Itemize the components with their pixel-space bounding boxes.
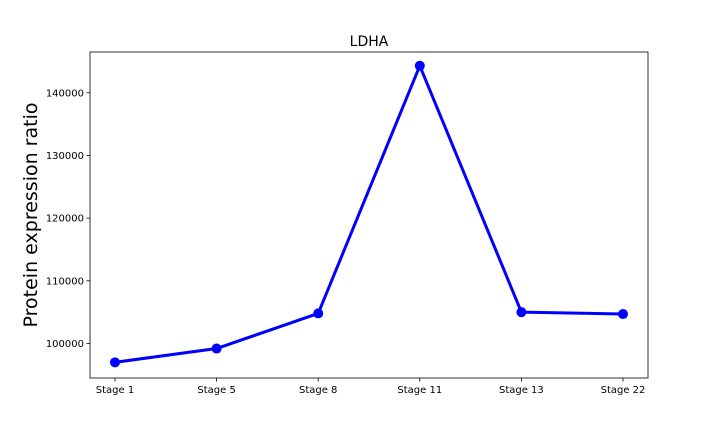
data-point xyxy=(516,307,527,318)
x-tick-label: Stage 1 xyxy=(96,385,134,396)
series-layer xyxy=(110,60,628,368)
y-tick-label: 140000 xyxy=(46,88,84,99)
y-tick-label: 120000 xyxy=(46,214,84,225)
data-point xyxy=(110,357,120,368)
chart-title: LDHA xyxy=(350,34,389,50)
x-tick-label: Stage 8 xyxy=(299,385,337,396)
x-axis-ticks: Stage 1 Stage 5 Stage 8 Stage 11 Stage 13 Sta… xyxy=(96,378,646,396)
y-axis-label: Protein expression ratio xyxy=(20,103,42,328)
series-line xyxy=(113,64,625,364)
x-tick-label: Stage 11 xyxy=(397,385,442,396)
x-tick-label: Stage 5 xyxy=(197,385,235,396)
x-tick-label: Stage 22 xyxy=(601,385,646,396)
x-tick-label: Stage 13 xyxy=(499,385,544,396)
y-axis-ticks: 100000 110000 120000 130000 140000 xyxy=(46,88,90,350)
data-point xyxy=(313,308,324,319)
data-point xyxy=(414,60,425,71)
y-tick-label: 110000 xyxy=(46,276,84,287)
y-tick-label: 100000 xyxy=(46,339,84,350)
data-point xyxy=(211,343,222,354)
data-point xyxy=(618,309,628,320)
plot-area-frame xyxy=(89,51,649,379)
y-tick-label: 130000 xyxy=(46,151,84,162)
